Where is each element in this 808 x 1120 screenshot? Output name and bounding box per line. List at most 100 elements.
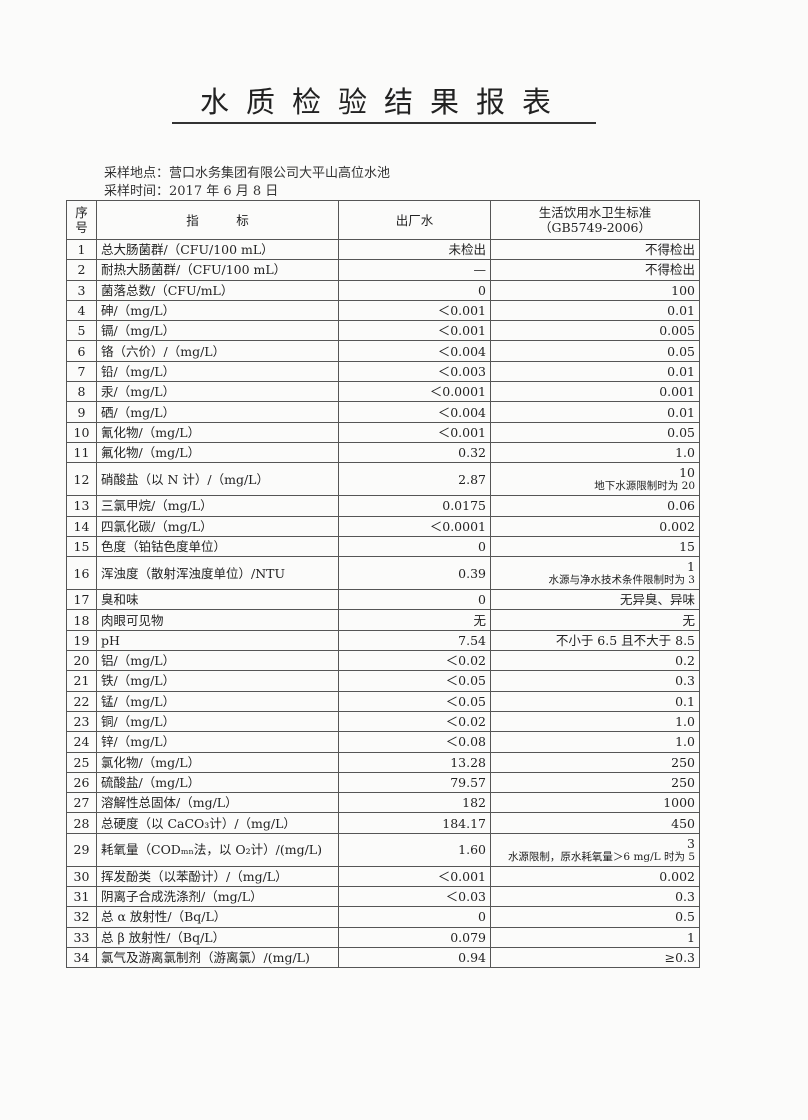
standard-limit: 0.05 bbox=[490, 340, 700, 362]
outlet-value: ＜0.004 bbox=[338, 340, 491, 362]
indicator-name: 氰化物/（mg/L） bbox=[96, 421, 339, 443]
standard-limit: 0.01 bbox=[490, 401, 700, 423]
indicator-name: 硝酸盐（以 N 计）/（mg/L） bbox=[96, 462, 339, 497]
indicator-name: 挥发酚类（以苯酚计）/（mg/L） bbox=[96, 865, 339, 888]
row-number: 18 bbox=[66, 609, 97, 631]
table-row: 7 铅/（mg/L） ＜0.003 0.01 bbox=[66, 360, 700, 383]
table-row: 26 硫酸盐/（mg/L） 79.57 250 bbox=[66, 771, 700, 794]
indicator-name: 硒/（mg/L） bbox=[96, 401, 339, 423]
standard-limit: 不小于 6.5 且不大于 8.5 bbox=[490, 629, 700, 652]
standard-limit: 0.002 bbox=[490, 515, 700, 537]
indicator-name: 肉眼可见物 bbox=[96, 609, 339, 631]
table-row: 11 氟化物/（mg/L） 0.32 1.0 bbox=[66, 441, 700, 464]
row-number: 17 bbox=[66, 589, 97, 611]
table-row: 3 菌落总数/（CFU/mL） 0 100 bbox=[66, 279, 700, 301]
row-number: 28 bbox=[66, 812, 97, 834]
indicator-name: 氯化物/（mg/L） bbox=[96, 751, 339, 773]
row-number: 3 bbox=[66, 279, 97, 301]
row-number: 6 bbox=[66, 340, 97, 362]
standard-limit: 0.005 bbox=[490, 320, 700, 342]
row-number: 2 bbox=[66, 259, 97, 281]
indicator-name: 三氯甲烷/（mg/L） bbox=[96, 495, 339, 517]
indicator-name: 氯气及游离氯制剂（游离氯）/(mg/L) bbox=[96, 946, 339, 969]
row-number: 25 bbox=[66, 751, 97, 773]
table-row: 2 耐热大肠菌群/（CFU/100 mL） — 不得检出 bbox=[66, 259, 700, 281]
standard-limit: 15 bbox=[490, 535, 700, 558]
outlet-value: 2.87 bbox=[338, 462, 491, 497]
row-number: 4 bbox=[66, 299, 97, 322]
standard-limit: 0.01 bbox=[490, 299, 700, 322]
table-row: 30 挥发酚类（以苯酚计）/（mg/L） ＜0.001 0.002 bbox=[66, 865, 700, 888]
standard-limit: 不得检出 bbox=[490, 238, 700, 261]
table-row: 16 浑浊度（散射浑浊度单位）/NTU 0.39 1 水源与净水技术条件限制时为 3 bbox=[66, 556, 700, 591]
indicator-name: 四氯化碳/（mg/L） bbox=[96, 515, 339, 537]
standard-limit: 250 bbox=[490, 751, 700, 773]
outlet-value: 0 bbox=[338, 279, 491, 301]
outlet-value: ＜0.08 bbox=[338, 731, 491, 753]
table-row: 5 镉/（mg/L） ＜0.001 0.005 bbox=[66, 320, 700, 342]
outlet-value: ＜0.003 bbox=[338, 360, 491, 383]
standard-limit: 0.01 bbox=[490, 360, 700, 383]
standard-limit: 0.3 bbox=[490, 670, 700, 692]
table-row: 33 总 β 放射性/（Bq/L） 0.079 1 bbox=[66, 926, 700, 948]
outlet-value: 182 bbox=[338, 792, 491, 814]
results-table: 序号 指 标 出厂水 生活饮用水卫生标准 （GB5749-2006） 1 总大肠菌… bbox=[66, 200, 700, 969]
outlet-value: 0.32 bbox=[338, 441, 491, 464]
standard-limit: 0.05 bbox=[490, 421, 700, 443]
row-number: 26 bbox=[66, 771, 97, 794]
table-row: 22 锰/（mg/L） ＜0.05 0.1 bbox=[66, 690, 700, 712]
table-row: 13 三氯甲烷/（mg/L） 0.0175 0.06 bbox=[66, 495, 700, 517]
indicator-name: 浑浊度（散射浑浊度单位）/NTU bbox=[96, 556, 339, 591]
outlet-value: 无 bbox=[338, 609, 491, 631]
indicator-name: 镉/（mg/L） bbox=[96, 320, 339, 342]
sampling-location: 采样地点：营口水务集团有限公司大平山高位水池 bbox=[104, 166, 391, 181]
table-row: 1 总大肠菌群/（CFU/100 mL） 未检出 不得检出 bbox=[66, 238, 700, 261]
outlet-value: 0.079 bbox=[338, 926, 491, 948]
indicator-name: 菌落总数/（CFU/mL） bbox=[96, 279, 339, 301]
indicator-name: 铁/（mg/L） bbox=[96, 670, 339, 692]
outlet-value: ＜0.02 bbox=[338, 710, 491, 733]
standard-limit: 10 地下水源限制时为 20 bbox=[490, 462, 700, 497]
header-standard-name: 生活饮用水卫生标准 bbox=[538, 205, 652, 220]
standard-limit: 1000 bbox=[490, 792, 700, 814]
indicator-name: 锌/（mg/L） bbox=[96, 731, 339, 753]
row-number: 1 bbox=[66, 238, 97, 261]
row-number: 20 bbox=[66, 650, 97, 672]
standard-limit: 0.06 bbox=[490, 495, 700, 517]
standard-note: 地下水源限制时为 20 bbox=[594, 480, 695, 493]
table-row: 31 阴离子合成洗涤剂/（mg/L） ＜0.03 0.3 bbox=[66, 886, 700, 908]
outlet-value: ＜0.001 bbox=[338, 320, 491, 342]
indicator-name: pH bbox=[96, 629, 339, 652]
header-indicator: 指 标 bbox=[96, 200, 339, 240]
row-number: 12 bbox=[66, 462, 97, 497]
standard-value: 3 bbox=[687, 835, 695, 851]
outlet-value: ＜0.05 bbox=[338, 690, 491, 712]
outlet-value: 0.94 bbox=[338, 946, 491, 969]
standard-limit: 1.0 bbox=[490, 710, 700, 733]
row-number: 33 bbox=[66, 926, 97, 948]
indicator-name: 硫酸盐/（mg/L） bbox=[96, 771, 339, 794]
table-row: 10 氰化物/（mg/L） ＜0.001 0.05 bbox=[66, 421, 700, 443]
outlet-value: — bbox=[338, 259, 491, 281]
standard-limit: 100 bbox=[490, 279, 700, 301]
outlet-value: ＜0.001 bbox=[338, 865, 491, 888]
table-row: 8 汞/（mg/L） ＜0.0001 0.001 bbox=[66, 381, 700, 403]
indicator-name: 耐热大肠菌群/（CFU/100 mL） bbox=[96, 259, 339, 281]
standard-limit: 0.001 bbox=[490, 381, 700, 403]
row-number: 31 bbox=[66, 886, 97, 908]
table-row: 32 总 α 放射性/（Bq/L） 0 0.5 bbox=[66, 906, 700, 928]
standard-limit: 0.002 bbox=[490, 865, 700, 888]
table-row: 15 色度（铂钴色度单位） 0 15 bbox=[66, 535, 700, 558]
indicator-name: 总硬度（以 CaCO₃计）/（mg/L） bbox=[96, 812, 339, 834]
standard-limit: 不得检出 bbox=[490, 259, 700, 281]
table-row: 17 臭和味 0 无异臭、异味 bbox=[66, 589, 700, 611]
standard-limit: 3 水源限制，原水耗氧量＞6 mg/L 时为 5 bbox=[490, 832, 700, 867]
sampling-time: 采样时间：2017 年 6 月 8 日 bbox=[104, 184, 279, 199]
table-row: 14 四氯化碳/（mg/L） ＜0.0001 0.002 bbox=[66, 515, 700, 537]
outlet-value: 0.0175 bbox=[338, 495, 491, 517]
standard-limit: 无 bbox=[490, 609, 700, 631]
table-row: 19 pH 7.54 不小于 6.5 且不大于 8.5 bbox=[66, 629, 700, 652]
indicator-name: 氟化物/（mg/L） bbox=[96, 441, 339, 464]
indicator-name: 砷/（mg/L） bbox=[96, 299, 339, 322]
standard-limit: 1 bbox=[490, 926, 700, 948]
